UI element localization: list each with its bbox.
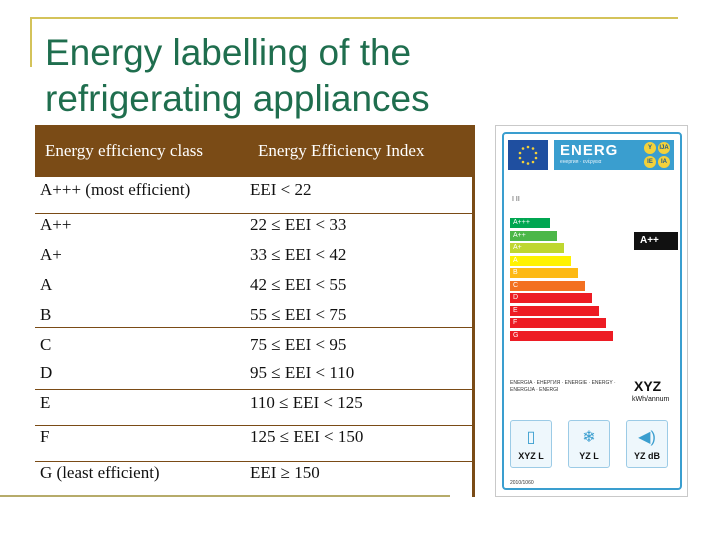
energy-brand-text: ENERG <box>560 142 619 159</box>
consumption-unit: kWh/annum <box>632 396 670 403</box>
header-class: Energy efficiency class <box>45 141 203 160</box>
slide-title: Energy labelling of the refrigerating ap… <box>45 30 430 122</box>
lang-badge: IA <box>658 156 670 168</box>
cell-class: A++ <box>40 215 72 234</box>
rating-arrow: A++ <box>634 232 678 250</box>
cell-class: C <box>40 335 52 354</box>
cell-class: A+++ (most efficient) <box>40 180 191 199</box>
speaker-icon: ◀) <box>638 429 656 446</box>
bottle-icon: ▯ <box>526 429 536 446</box>
energy-class-bar: C <box>510 280 585 291</box>
energy-class-bar: D <box>510 293 592 303</box>
cell-eei: EEI ≥ 150 <box>250 463 320 482</box>
energy-class-bar: A <box>510 255 571 266</box>
cell-eei: EEI < 22 <box>250 180 312 199</box>
frame-left-rule <box>30 17 32 67</box>
snowflake-icon: ❄ <box>582 429 596 446</box>
cell-class: F <box>40 427 50 446</box>
energy-class-bar: A++ <box>510 230 557 241</box>
cell-class: E <box>40 393 51 412</box>
slide-title-line2: refrigerating appliances <box>45 78 430 119</box>
cell-class: A <box>40 275 53 294</box>
lang-badge: Y <box>644 142 656 154</box>
regulation-number: 2010/1060 <box>510 480 534 486</box>
fresh-volume-box: ▯ XYZ L <box>510 420 552 468</box>
frozen-volume-value: YZ L <box>579 451 599 461</box>
table-bottom-border <box>0 495 450 497</box>
cell-eei: 95 ≤ EEI < 110 <box>250 363 355 382</box>
energy-class-bar: B <box>510 268 578 278</box>
table-header: Energy efficiency class Energy Efficienc… <box>35 125 475 177</box>
frame-top-rule <box>30 17 678 19</box>
energy-class-bar: A+ <box>510 243 564 253</box>
noise-value: YZ dB <box>634 451 660 461</box>
cell-class: G (least efficient) <box>40 463 160 482</box>
table-right-border <box>472 177 475 497</box>
row-separator <box>35 425 472 426</box>
row-separator <box>35 213 472 214</box>
cell-class: D <box>40 363 53 382</box>
cell-eei: 75 ≤ EEI < 95 <box>250 335 347 354</box>
energy-brand-bar: ENERG енергия · ενέργεια Y IJA IE IA <box>554 140 674 170</box>
row-separator <box>35 389 472 390</box>
noise-box: ◀) YZ dB <box>626 420 668 468</box>
fresh-volume-value: XYZ L <box>518 451 544 461</box>
lang-badge: IJA <box>658 142 670 154</box>
cell-eei: 125 ≤ EEI < 150 <box>250 427 364 446</box>
table-body: A+++ (most efficient) EEI < 22 A++ 22 ≤ EEI… <box>35 177 475 497</box>
row-separator <box>35 461 472 462</box>
energy-brand-sub: енергия · ενέργεια <box>560 159 602 165</box>
cell-eei: 110 ≤ EEI < 125 <box>250 393 363 412</box>
frozen-volume-box: ❄ YZ L <box>568 420 610 468</box>
energy-class-bar: G <box>510 330 613 341</box>
supplier-model-marks: I II <box>512 196 520 203</box>
cell-class: B <box>40 305 52 324</box>
efficiency-table: Energy efficiency class Energy Efficienc… <box>35 125 475 497</box>
cell-class: A+ <box>40 245 62 264</box>
eu-flag-icon <box>508 140 548 170</box>
eu-stars-icon <box>518 145 538 165</box>
cell-eei: 42 ≤ EEI < 55 <box>250 275 347 294</box>
cell-eei: 55 ≤ EEI < 75 <box>250 305 347 324</box>
cell-eei: 33 ≤ EEI < 42 <box>250 245 347 264</box>
energy-words: ENERGIA · ЕНЕРГИЯ · ENERGIE · ENERGY · E… <box>510 380 616 393</box>
energy-class-bar: A+++ <box>510 218 550 228</box>
row-separator <box>35 327 472 328</box>
energy-label-frame: ENERG енергия · ενέργεια Y IJA IE IA I I… <box>502 132 682 490</box>
slide-title-line1: Energy labelling of the <box>45 32 412 73</box>
cell-eei: 22 ≤ EEI < 33 <box>250 215 347 234</box>
consumption-value: XYZ <box>634 378 662 394</box>
energy-class-bar: E <box>510 305 599 316</box>
energy-label-image: ENERG енергия · ενέργεια Y IJA IE IA I I… <box>495 125 688 497</box>
energy-class-bar: F <box>510 318 606 328</box>
lang-badge: IE <box>644 156 656 168</box>
header-eei: Energy Efficiency Index <box>258 141 425 160</box>
